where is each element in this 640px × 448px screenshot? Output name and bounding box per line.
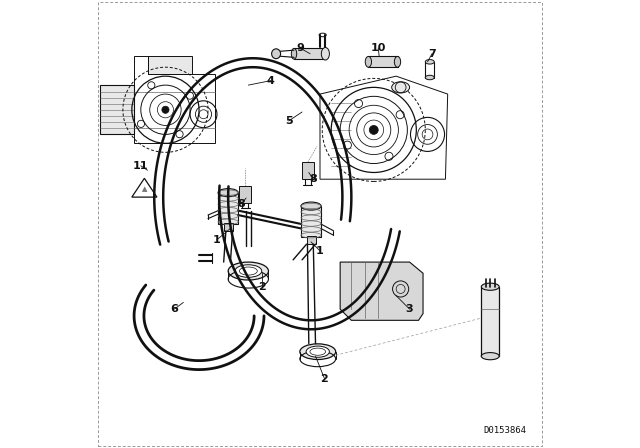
- Ellipse shape: [300, 344, 336, 359]
- Bar: [301, 206, 321, 237]
- Text: 1: 1: [316, 246, 324, 256]
- Ellipse shape: [481, 283, 499, 290]
- Bar: [307, 236, 316, 244]
- Polygon shape: [148, 56, 192, 74]
- Bar: [239, 186, 251, 203]
- Ellipse shape: [392, 82, 410, 93]
- Ellipse shape: [301, 202, 321, 210]
- Circle shape: [369, 125, 378, 134]
- Text: 2: 2: [258, 282, 266, 292]
- Text: 10: 10: [371, 43, 386, 53]
- Text: 1: 1: [213, 235, 221, 245]
- Text: 11: 11: [133, 161, 148, 171]
- Circle shape: [162, 106, 169, 113]
- Text: 4: 4: [267, 76, 275, 86]
- Text: 6: 6: [170, 304, 179, 314]
- Polygon shape: [340, 262, 423, 320]
- Bar: [369, 56, 397, 67]
- Ellipse shape: [321, 47, 330, 60]
- Ellipse shape: [425, 75, 435, 80]
- Text: 3: 3: [406, 304, 413, 314]
- Text: 9: 9: [296, 43, 304, 53]
- Text: ▲: ▲: [141, 186, 147, 193]
- Text: 5: 5: [285, 116, 292, 126]
- Ellipse shape: [228, 262, 269, 280]
- Ellipse shape: [271, 49, 280, 59]
- Text: 8: 8: [309, 174, 317, 184]
- Bar: [224, 223, 233, 231]
- Text: D0153864: D0153864: [483, 426, 526, 435]
- Ellipse shape: [218, 189, 238, 197]
- Text: 7: 7: [428, 49, 436, 59]
- Bar: [218, 193, 239, 224]
- Ellipse shape: [306, 346, 330, 358]
- Text: ▲: ▲: [141, 186, 147, 193]
- Ellipse shape: [481, 353, 499, 360]
- Bar: [481, 287, 499, 356]
- Ellipse shape: [394, 56, 401, 67]
- Bar: [100, 85, 134, 134]
- Ellipse shape: [425, 60, 435, 64]
- Ellipse shape: [235, 265, 262, 277]
- Bar: [294, 48, 325, 59]
- Text: ▲: ▲: [141, 186, 147, 193]
- Ellipse shape: [365, 56, 372, 67]
- Text: 2: 2: [321, 374, 328, 383]
- Ellipse shape: [291, 48, 297, 59]
- Text: 8: 8: [237, 199, 246, 209]
- Bar: [302, 162, 314, 179]
